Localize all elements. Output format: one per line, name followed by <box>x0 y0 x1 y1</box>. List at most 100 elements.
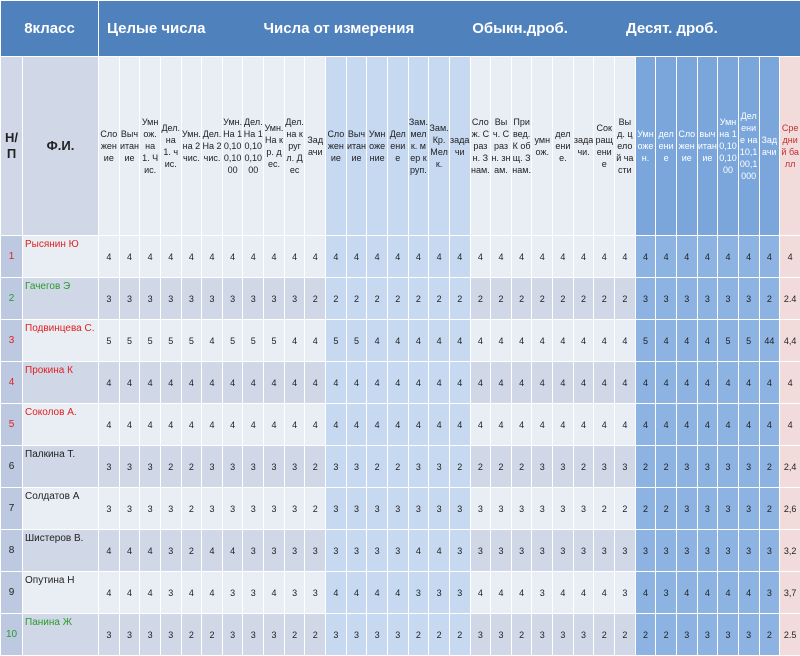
grade: 2 <box>532 278 553 320</box>
grade: 4 <box>346 572 367 614</box>
grade: 3 <box>718 488 739 530</box>
grade: 2 <box>594 488 615 530</box>
grade: 3 <box>222 488 243 530</box>
row-number: 10 <box>1 614 23 656</box>
grade: 4 <box>738 236 759 278</box>
grade: 3 <box>346 530 367 572</box>
grade: 4 <box>573 572 594 614</box>
grade: 3 <box>573 488 594 530</box>
grade: 3 <box>635 530 656 572</box>
grade: 4 <box>367 236 388 278</box>
column-header: задачи <box>449 57 470 236</box>
grade: 4 <box>367 572 388 614</box>
grade: 4 <box>594 320 615 362</box>
grade: 4 <box>387 362 408 404</box>
grade: 3 <box>119 278 140 320</box>
grade: 4 <box>594 572 615 614</box>
grade: 3 <box>408 488 429 530</box>
grade: 4 <box>160 362 181 404</box>
grade: 3 <box>738 530 759 572</box>
grade: 2 <box>284 614 305 656</box>
grade: 4 <box>511 572 532 614</box>
grade: 3 <box>532 614 553 656</box>
grade: 4 <box>594 404 615 446</box>
column-header: Умнож. на 1. Чис. <box>140 57 161 236</box>
grade: 3 <box>676 530 697 572</box>
grade: 3 <box>202 446 223 488</box>
grade: 3 <box>326 614 347 656</box>
grade: 5 <box>243 320 264 362</box>
grade: 3 <box>656 278 677 320</box>
grade: 3 <box>346 614 367 656</box>
grade: 3 <box>697 278 718 320</box>
grade: 3 <box>243 614 264 656</box>
grade: 4 <box>656 236 677 278</box>
column-header: Сложение <box>326 57 347 236</box>
grade: 2 <box>449 446 470 488</box>
grade: 4 <box>243 404 264 446</box>
grade: 4 <box>615 320 636 362</box>
grade: 3 <box>408 446 429 488</box>
grade: 4 <box>140 362 161 404</box>
grade: 3 <box>615 446 636 488</box>
grade: 3 <box>553 614 574 656</box>
grade: 3 <box>243 278 264 320</box>
grade: 5 <box>181 320 202 362</box>
grade: 3 <box>243 488 264 530</box>
grade: 3 <box>160 278 181 320</box>
grade: 3 <box>470 488 491 530</box>
section-title: Обыкн.дроб. <box>472 16 568 42</box>
grade: 3 <box>99 278 120 320</box>
grade: 4 <box>387 572 408 614</box>
grade: 3 <box>140 278 161 320</box>
grade: 4 <box>202 320 223 362</box>
grade: 3 <box>99 488 120 530</box>
grade: 2 <box>594 278 615 320</box>
grade: 3 <box>326 530 347 572</box>
grade: 4 <box>511 362 532 404</box>
column-header: Зам. Кр. Мелк. <box>429 57 450 236</box>
grade: 3 <box>429 446 450 488</box>
grade: 4 <box>429 320 450 362</box>
column-header: Вычитание <box>346 57 367 236</box>
row-number: 7 <box>1 488 23 530</box>
grade: 4 <box>491 320 512 362</box>
grade: 3 <box>202 278 223 320</box>
grade: 4 <box>718 236 739 278</box>
row-number: 1 <box>1 236 23 278</box>
grade: 3 <box>160 572 181 614</box>
grade: 4 <box>553 236 574 278</box>
grade: 5 <box>160 320 181 362</box>
grade: 3 <box>553 446 574 488</box>
grade: 4 <box>491 404 512 446</box>
grade: 4 <box>449 362 470 404</box>
grade: 5 <box>346 320 367 362</box>
grade: 2 <box>387 278 408 320</box>
grade: 4 <box>202 236 223 278</box>
grade: 3 <box>305 530 326 572</box>
grade: 4 <box>635 572 656 614</box>
grade: 3 <box>676 446 697 488</box>
column-header: Умн. на 2 чис. <box>181 57 202 236</box>
grade: 3 <box>676 614 697 656</box>
grade: 3 <box>532 572 553 614</box>
grade: 2 <box>635 614 656 656</box>
grade: 2 <box>449 278 470 320</box>
column-header: Зам. мелк. мер круп. <box>408 57 429 236</box>
grade: 4 <box>532 362 553 404</box>
grade: 3 <box>181 278 202 320</box>
column-header: Умножение <box>367 57 388 236</box>
grade: 3 <box>491 488 512 530</box>
grade: 4 <box>387 404 408 446</box>
grade: 5 <box>140 320 161 362</box>
grade: 3 <box>449 530 470 572</box>
grade: 4 <box>676 236 697 278</box>
grade: 4 <box>718 572 739 614</box>
grade: 3 <box>656 572 677 614</box>
grade: 4 <box>202 572 223 614</box>
